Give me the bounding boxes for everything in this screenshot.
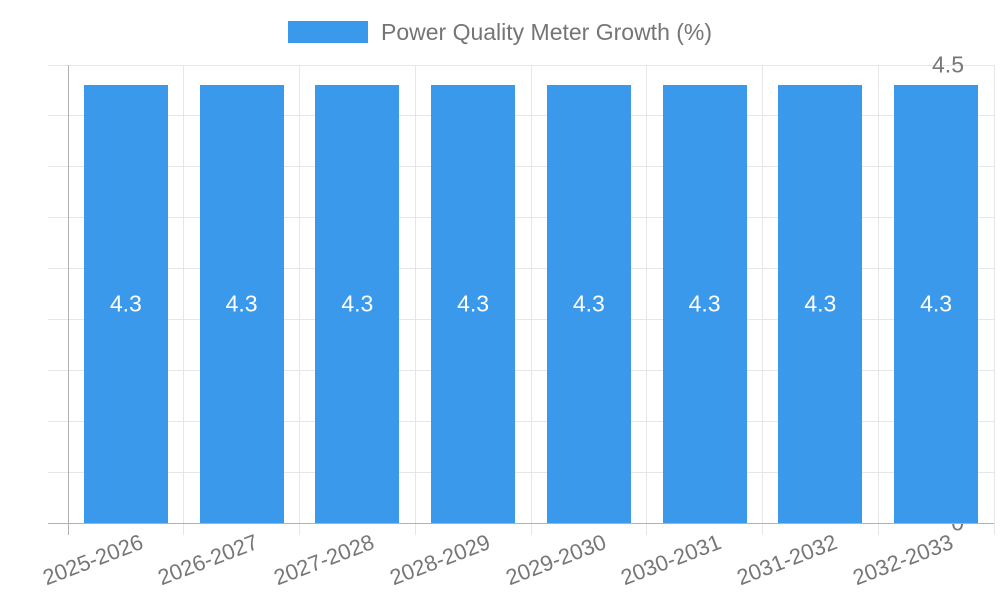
bar-value-label: 4.3 — [457, 290, 490, 317]
y-tick-mark — [48, 471, 68, 473]
y-tick-mark — [48, 166, 68, 168]
x-gridline — [646, 65, 648, 523]
bar-2032-2033[interactable]: 4.3 — [894, 85, 979, 523]
plot-area: 00.51.01.52.02.53.03.54.04.54.34.34.34.3… — [48, 53, 995, 535]
x-tick-mark — [183, 523, 185, 535]
bar-2026-2027[interactable]: 4.3 — [199, 85, 284, 523]
y-tick-mark — [48, 217, 68, 219]
y-tick-mark — [48, 268, 68, 270]
x-tick-mark — [877, 523, 879, 535]
x-tick-mark — [414, 523, 416, 535]
y-tick-mark — [48, 369, 68, 371]
x-tick-label: 2029-2030 — [501, 529, 610, 591]
x-tick-label: 2026-2027 — [154, 529, 262, 591]
bar-value-label: 4.3 — [920, 290, 953, 317]
x-tick-mark — [993, 523, 995, 535]
bar-2027-2028[interactable]: 4.3 — [315, 85, 400, 523]
y-tick-label: 4.5 — [932, 51, 964, 78]
bar-2025-2026[interactable]: 4.3 — [83, 85, 168, 523]
y-tick-mark — [48, 64, 68, 66]
x-gridline — [877, 65, 879, 523]
x-gridline — [183, 65, 185, 523]
x-tick-label: 2028-2029 — [386, 529, 494, 591]
bar-value-label: 4.3 — [225, 290, 258, 317]
x-gridline — [762, 65, 763, 523]
y-tick-mark — [48, 318, 68, 320]
x-gridline — [530, 65, 532, 523]
x-axis-line — [54, 523, 994, 524]
x-tick-label: 2025-2026 — [38, 529, 147, 591]
y-tick-mark — [48, 420, 68, 422]
x-gridline — [299, 65, 300, 523]
x-gridline — [414, 65, 416, 523]
x-tick-label: 2032-2033 — [849, 529, 957, 591]
legend-swatch-icon — [287, 21, 368, 43]
x-tick-mark — [646, 523, 648, 535]
chart-legend[interactable]: Power Quality Meter Growth (%) — [0, 14, 1000, 50]
y-tick-mark — [48, 115, 68, 117]
bar-value-label: 4.3 — [341, 290, 374, 317]
bar-2031-2032[interactable]: 4.3 — [778, 85, 863, 523]
legend-label: Power Quality Meter Growth (%) — [380, 18, 713, 45]
bar-value-label: 4.3 — [804, 290, 837, 317]
x-tick-mark — [530, 523, 532, 535]
x-tick-mark — [762, 523, 763, 535]
bar-value-label: 4.3 — [109, 290, 142, 317]
bar-2029-2030[interactable]: 4.3 — [546, 85, 631, 523]
x-gridline — [993, 65, 995, 523]
x-tick-mark — [299, 523, 300, 535]
bar-value-label: 4.3 — [572, 290, 605, 317]
y-axis-line — [68, 65, 69, 535]
bar-2030-2031[interactable]: 4.3 — [662, 85, 747, 523]
bar-2028-2029[interactable]: 4.3 — [431, 85, 516, 523]
x-tick-label: 2031-2032 — [733, 529, 841, 591]
x-tick-label: 2027-2028 — [270, 529, 378, 591]
x-tick-label: 2030-2031 — [617, 529, 725, 591]
bar-value-label: 4.3 — [688, 290, 721, 317]
